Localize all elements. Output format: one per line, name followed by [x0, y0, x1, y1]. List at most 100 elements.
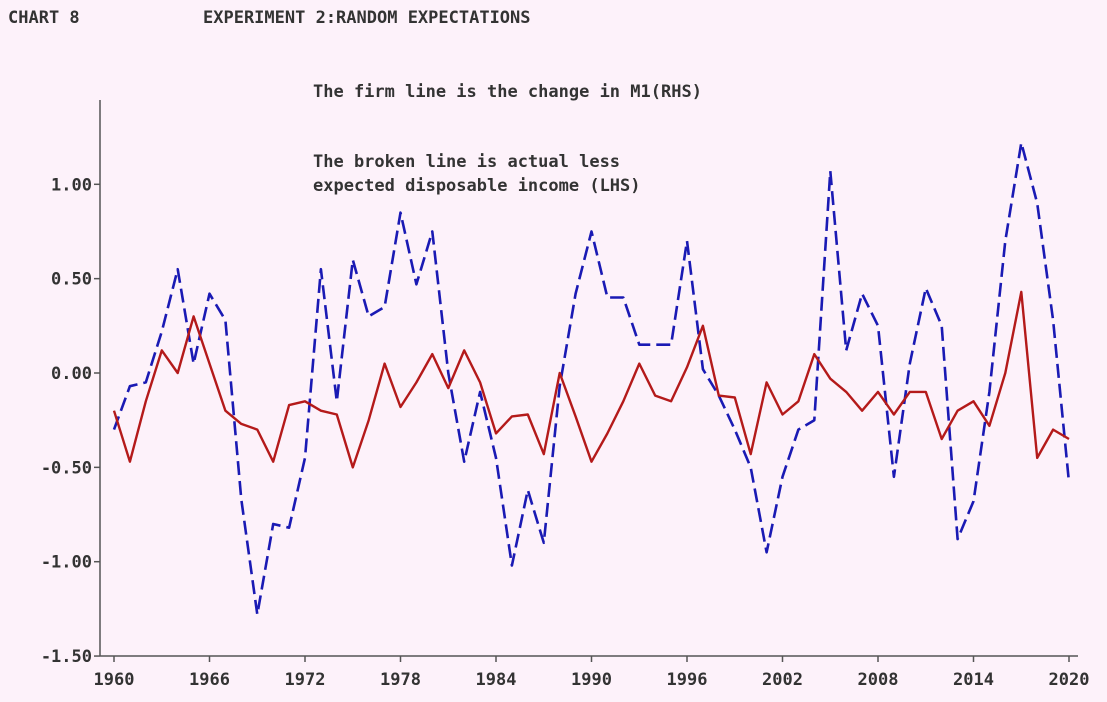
broken-point	[527, 489, 529, 491]
broken-point	[813, 419, 815, 421]
broken-point	[861, 293, 863, 295]
broken-point	[208, 293, 210, 295]
firm-point	[479, 381, 481, 383]
firm-point	[972, 400, 974, 402]
broken-point	[1020, 142, 1022, 144]
broken-point	[320, 268, 322, 270]
firm-point	[192, 315, 194, 317]
broken-point	[1004, 240, 1006, 242]
x-tick-label: 1984	[476, 670, 517, 690]
firm-point	[320, 410, 322, 412]
broken-point	[829, 170, 831, 172]
broken-point	[956, 538, 958, 540]
broken-point	[368, 315, 370, 317]
broken-point	[797, 428, 799, 430]
firm-point	[590, 461, 592, 463]
series-line-broken	[112, 141, 1071, 616]
broken-point	[1068, 481, 1070, 483]
firm-point	[909, 391, 911, 393]
broken-point	[638, 344, 640, 346]
broken-point	[559, 385, 561, 387]
broken-point	[336, 400, 338, 402]
firm-point	[686, 366, 688, 368]
broken-point	[495, 457, 497, 459]
series-layer	[112, 141, 1071, 616]
firm-line-note: The firm line is the change in M1(RHS)	[313, 82, 702, 102]
firm-point	[893, 413, 895, 415]
x-tick-label: 1990	[571, 670, 612, 690]
broken-point	[272, 523, 274, 525]
broken-point	[988, 391, 990, 393]
broken-point	[941, 325, 943, 327]
firm-point	[463, 349, 465, 351]
broken-line-note-line-2: expected disposable income (LHS)	[313, 176, 641, 196]
y-tick-label: 1.00	[51, 175, 92, 195]
broken-point	[574, 293, 576, 295]
broken-point	[145, 381, 147, 383]
x-tick-label: 2014	[953, 670, 994, 690]
x-tick-label: 2002	[762, 670, 803, 690]
firm-point	[718, 394, 720, 396]
firm-point	[734, 396, 736, 398]
broken-point	[304, 457, 306, 459]
firm-point	[272, 461, 274, 463]
broken-point	[686, 240, 688, 242]
broken-point	[606, 296, 608, 298]
broken-point	[447, 372, 449, 374]
x-tick-label: 2008	[858, 670, 899, 690]
firm-point	[129, 461, 131, 463]
broken-point	[622, 296, 624, 298]
broken-point	[288, 527, 290, 529]
y-tick-label: 0.00	[51, 364, 92, 384]
firm-point	[559, 372, 561, 374]
firm-point	[177, 372, 179, 374]
broken-point	[224, 319, 226, 321]
broken-point	[256, 613, 258, 615]
firm-point	[431, 353, 433, 355]
firm-point	[240, 423, 242, 425]
firm-point	[1052, 428, 1054, 430]
broken-point	[415, 283, 417, 285]
broken-point	[511, 564, 513, 566]
firm-point	[304, 400, 306, 402]
broken-point	[877, 325, 879, 327]
broken-point	[750, 466, 752, 468]
firm-point	[606, 432, 608, 434]
broken-point	[765, 551, 767, 553]
firm-point	[336, 413, 338, 415]
firm-point	[495, 432, 497, 434]
broken-point	[479, 391, 481, 393]
broken-point	[1036, 202, 1038, 204]
broken-point	[431, 230, 433, 232]
firm-point	[845, 391, 847, 393]
series-line-firm	[112, 290, 1070, 469]
broken-point	[113, 428, 115, 430]
firm-point	[1068, 438, 1070, 440]
firm-point	[288, 404, 290, 406]
y-tick-label: 0.50	[51, 270, 92, 290]
y-tick-label: -0.50	[41, 458, 92, 478]
broken-point	[352, 259, 354, 261]
y-tick-label: -1.00	[41, 553, 92, 573]
firm-point	[208, 362, 210, 364]
firm-point	[797, 400, 799, 402]
firm-point	[813, 353, 815, 355]
broken-point	[893, 476, 895, 478]
firm-point	[415, 381, 417, 383]
x-tick-label: 1972	[285, 670, 326, 690]
firm-point	[622, 400, 624, 402]
firm-point	[654, 394, 656, 396]
firm-point	[399, 406, 401, 408]
broken-point	[702, 368, 704, 370]
x-tick-label: 1966	[189, 670, 230, 690]
broken-point	[129, 385, 131, 387]
firm-point	[256, 428, 258, 430]
broken-point	[463, 461, 465, 463]
broken-point	[972, 500, 974, 502]
chart-number: CHART 8	[8, 8, 80, 28]
broken-point	[734, 428, 736, 430]
firm-point	[765, 381, 767, 383]
broken-point	[543, 542, 545, 544]
firm-point	[527, 413, 529, 415]
